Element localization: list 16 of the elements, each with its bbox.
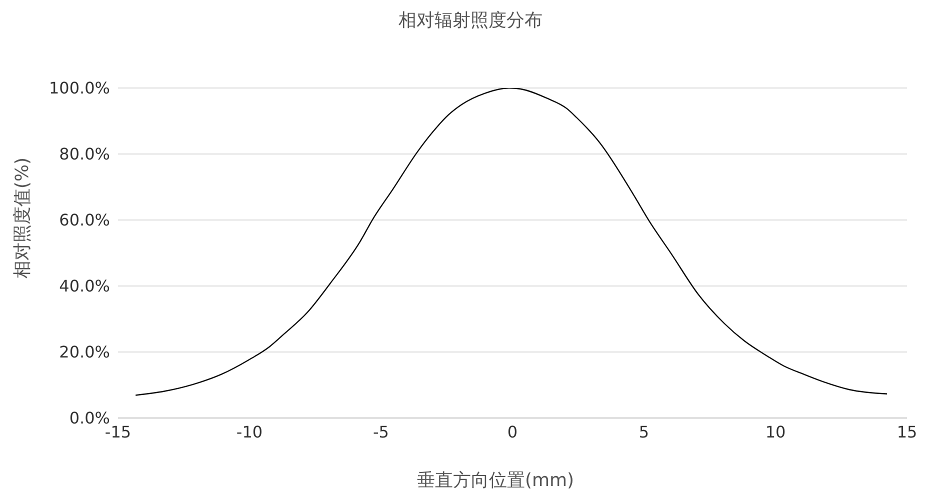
x-tick-label: 5: [638, 422, 650, 442]
x-axis-title: 垂直方向位置(mm): [416, 469, 576, 492]
y-tick-label: 80.0%: [59, 144, 110, 164]
x-tick-label: -5: [373, 422, 389, 442]
y-tick-label: 100.0%: [48, 78, 110, 98]
y-tick-label: 60.0%: [59, 210, 110, 230]
x-tick-label: -10: [236, 422, 263, 442]
y-tick-label: 40.0%: [59, 276, 110, 296]
chart-title: 相对辐射照度分布: [398, 9, 544, 32]
line-series: [135, 88, 888, 396]
x-tick-label: 10: [765, 422, 786, 442]
y-axis-title: 相对照度值(%): [11, 157, 34, 279]
y-tick-label: 20.0%: [59, 342, 110, 362]
x-tick-label: 15: [896, 422, 918, 442]
x-tick-label: 0: [507, 422, 518, 442]
y-tick-label: 0.0%: [69, 408, 110, 428]
